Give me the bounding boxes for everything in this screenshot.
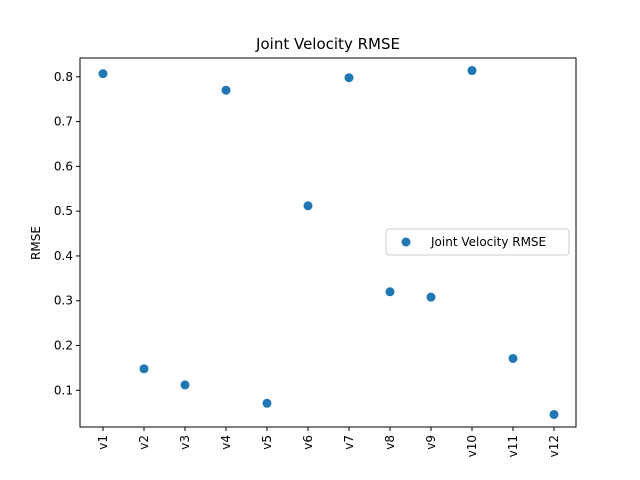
x-tick-label: v5 — [260, 435, 274, 450]
x-tick-label: v12 — [547, 435, 561, 457]
data-point-v1 — [98, 69, 108, 79]
y-tick-label: 0.2 — [54, 338, 73, 352]
data-point-v4 — [221, 85, 231, 95]
y-tick-label: 0.7 — [54, 115, 73, 129]
data-point-v6 — [303, 201, 313, 211]
data-point-v5 — [262, 398, 272, 408]
data-point-v10 — [467, 66, 477, 76]
y-axis-label: RMSE — [29, 226, 43, 260]
chart-title: Joint Velocity RMSE — [255, 35, 400, 53]
data-point-v7 — [344, 73, 354, 83]
data-point-v3 — [180, 380, 190, 390]
x-tick-label: v11 — [506, 435, 520, 457]
y-tick-label: 0.1 — [54, 383, 73, 397]
legend-box — [385, 228, 570, 256]
data-point-v11 — [508, 353, 518, 363]
y-axis-ticks: 0.1 0.2 0.3 0.4 0.5 0.6 0.7 0.8 — [54, 70, 80, 397]
y-tick-label: 0.6 — [54, 159, 73, 173]
y-tick-label: 0.5 — [54, 204, 73, 218]
y-tick-label: 0.8 — [54, 70, 73, 84]
x-tick-label: v8 — [383, 435, 397, 450]
data-points — [98, 66, 559, 419]
x-tick-label: v9 — [424, 435, 438, 450]
x-tick-label: v7 — [342, 435, 356, 450]
legend: Joint Velocity RMSE — [385, 228, 570, 256]
legend-marker — [401, 237, 411, 247]
x-tick-label: v1 — [96, 435, 110, 450]
x-tick-label: v2 — [137, 435, 151, 450]
data-point-v8 — [385, 287, 395, 297]
plot-frame — [79, 57, 577, 428]
data-point-v9 — [426, 292, 436, 302]
x-tick-label: v3 — [178, 435, 192, 450]
data-point-v2 — [139, 364, 149, 374]
data-point-v12 — [549, 409, 559, 419]
legend-label: Joint Velocity RMSE — [430, 235, 546, 249]
x-tick-label: v10 — [465, 435, 479, 457]
x-tick-label: v6 — [301, 435, 315, 450]
y-tick-label: 0.3 — [54, 294, 73, 308]
y-tick-label: 0.4 — [54, 249, 73, 263]
x-axis-ticks: v1 v2 v3 v4 v5 v6 v7 v8 v9 v10 v11 v12 — [96, 427, 561, 457]
x-tick-label: v4 — [219, 435, 233, 450]
